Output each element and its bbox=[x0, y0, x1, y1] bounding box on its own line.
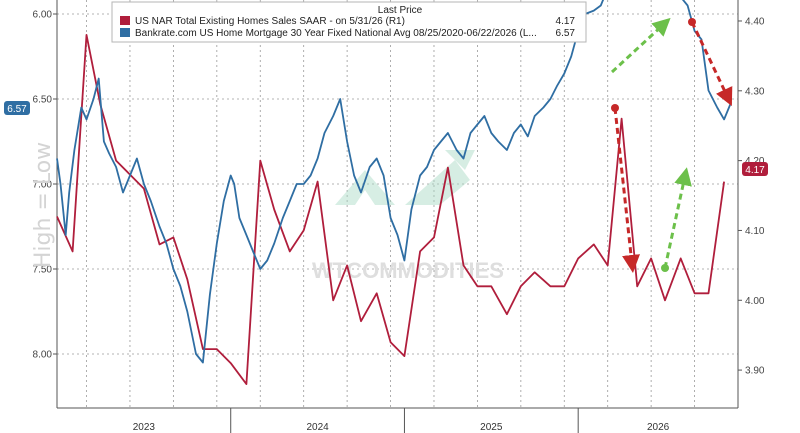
x-year-label: 2023 bbox=[133, 422, 156, 433]
x-year-label: 2026 bbox=[647, 422, 670, 433]
right-last-badge: 4.17 bbox=[742, 162, 768, 176]
right-last-value: 4.17 bbox=[745, 165, 765, 176]
legend-swatch-sales bbox=[120, 16, 130, 25]
left-tick-label: 7.00 bbox=[33, 180, 53, 191]
legend-sales-name: US NAR Total Existing Homes Sales SAAR -… bbox=[135, 16, 405, 27]
right-tick-label: 3.90 bbox=[745, 366, 765, 377]
axes: 6.00 6.50 7.00 7.50 8.00 4.40 4.30 4.20 4.10 4.00… bbox=[33, 0, 765, 433]
watermark-logo bbox=[335, 150, 475, 205]
arrow-green-up-bottom bbox=[663, 167, 692, 269]
x-year-label: 2025 bbox=[480, 422, 503, 433]
left-tick-label: 6.00 bbox=[33, 10, 53, 21]
right-tick-label: 4.00 bbox=[745, 296, 765, 307]
arrow-green-bottom-dot bbox=[661, 264, 669, 272]
left-tick-label: 6.50 bbox=[33, 95, 53, 106]
legend-header: Last Price bbox=[378, 5, 423, 16]
annotation-arrows bbox=[610, 17, 733, 273]
legend-swatch-mortgage bbox=[120, 28, 130, 37]
right-tick-label: 4.30 bbox=[745, 86, 765, 97]
arrow-green-up-top bbox=[610, 17, 671, 74]
y-axis-label: High = Low bbox=[31, 142, 56, 268]
left-last-badge: 6.57 bbox=[4, 101, 30, 115]
arrow-red-down-left bbox=[613, 107, 640, 273]
right-tick-label: 4.40 bbox=[745, 16, 765, 27]
series-line-home-sales bbox=[56, 34, 725, 386]
series-line-mortgage-rate bbox=[56, 0, 732, 364]
left-tick-label: 7.50 bbox=[33, 265, 53, 276]
gridlines bbox=[57, 0, 738, 408]
arrow-red-down-top bbox=[690, 21, 733, 107]
x-year-label: 2024 bbox=[306, 422, 329, 433]
legend: Last Price US NAR Total Existing Homes S… bbox=[111, 1, 587, 43]
arrow-red-start-dot bbox=[688, 18, 696, 26]
left-last-value: 6.57 bbox=[7, 104, 27, 115]
legend-sales-last: 4.17 bbox=[556, 16, 576, 27]
legend-mortgage-last: 6.57 bbox=[556, 28, 576, 39]
watermark: WTCOMMODITIES bbox=[312, 150, 504, 283]
right-tick-label: 4.10 bbox=[745, 226, 765, 237]
arrow-red-left-dot bbox=[611, 104, 619, 112]
legend-mortgage-name: Bankrate.com US Home Mortgage 30 Year Fi… bbox=[135, 28, 537, 39]
left-tick-label: 8.00 bbox=[33, 350, 53, 361]
right-tick-label: 4.20 bbox=[745, 156, 765, 167]
legend-box bbox=[111, 1, 587, 43]
series-lines bbox=[56, 0, 732, 386]
